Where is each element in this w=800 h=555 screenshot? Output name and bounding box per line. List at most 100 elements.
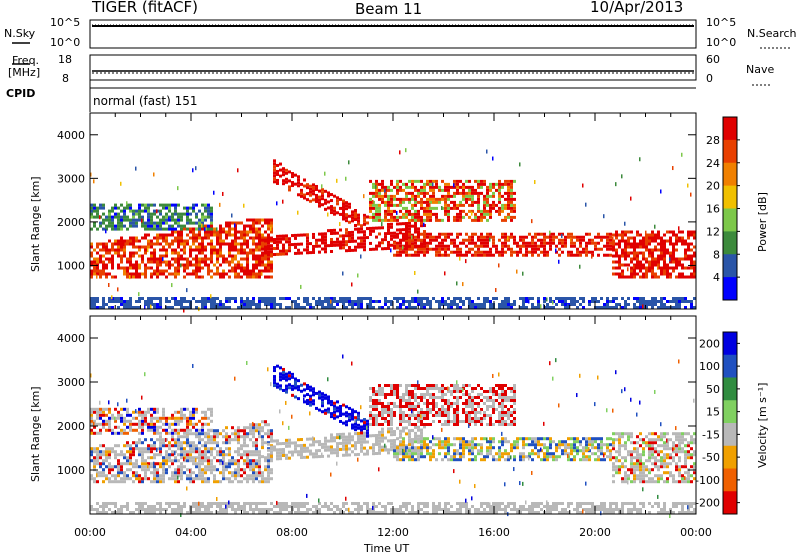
echo-cell	[477, 204, 480, 207]
echo-cell	[237, 435, 240, 438]
echo-cell	[147, 505, 150, 508]
echo-cell	[609, 239, 612, 242]
echo-cell	[651, 231, 654, 234]
echo-cell	[345, 436, 348, 439]
echo-cell	[324, 300, 327, 303]
echo-cell	[183, 240, 186, 243]
echo-cell	[108, 249, 111, 252]
echo-cell	[363, 233, 366, 236]
echo-cell	[606, 297, 609, 300]
echo-cell	[363, 230, 366, 233]
echo-cell	[132, 429, 135, 432]
echo-cell	[381, 238, 384, 241]
echo-cell	[222, 228, 225, 231]
echo-cell	[129, 207, 132, 210]
echo-cell	[102, 207, 105, 210]
echo-cell	[174, 474, 177, 477]
echo-cell	[546, 236, 549, 239]
echo-cell	[198, 258, 201, 261]
echo-cell	[192, 364, 194, 368]
echo-cell	[228, 435, 231, 438]
echo-cell	[372, 390, 375, 393]
echo-cell	[438, 303, 441, 306]
echo-cell	[369, 216, 372, 219]
echo-cell	[318, 443, 321, 446]
echo-cell	[261, 471, 264, 474]
echo-cell	[411, 423, 414, 426]
echo-cell	[177, 219, 180, 222]
echo-cell	[366, 297, 369, 300]
echo-cell	[402, 440, 405, 443]
echo-cell	[318, 394, 321, 397]
echo-cell	[243, 204, 245, 208]
echo-cell	[198, 270, 201, 273]
echo-cell	[411, 405, 414, 408]
echo-cell	[186, 300, 189, 303]
echo-cell	[291, 373, 294, 376]
echo-cell	[111, 276, 114, 279]
echo-cell	[210, 411, 213, 414]
echo-cell	[468, 204, 471, 207]
echo-cell	[624, 255, 627, 258]
echo-cell	[282, 502, 285, 505]
echo-cell	[399, 150, 401, 154]
echo-cell	[465, 213, 468, 216]
echo-cell	[375, 390, 378, 393]
echo-cell	[120, 182, 122, 186]
echo-cell	[192, 237, 195, 240]
echo-cell	[201, 450, 204, 453]
echo-cell	[96, 258, 99, 261]
echo-cell	[381, 226, 384, 229]
echo-cell	[654, 273, 657, 276]
echo-cell	[276, 173, 279, 176]
echo-cell	[288, 371, 291, 374]
echo-cell	[558, 242, 561, 245]
echo-cell	[255, 249, 258, 252]
echo-cell	[279, 238, 282, 241]
echo-cell	[141, 210, 144, 213]
echo-cell	[183, 300, 186, 303]
echo-cell	[375, 219, 378, 222]
echo-cell	[525, 300, 528, 303]
echo-cell	[327, 244, 330, 247]
echo-cell	[114, 249, 117, 252]
echo-cell	[522, 303, 525, 306]
echo-cell	[198, 435, 201, 438]
echo-cell	[657, 261, 660, 264]
echo-cell	[150, 225, 153, 228]
echo-cell	[195, 237, 198, 240]
echo-cell	[408, 502, 411, 505]
colorbar-segment	[723, 209, 737, 232]
echo-cell	[513, 180, 516, 183]
echo-cell	[381, 411, 384, 414]
echo-cell	[585, 203, 587, 207]
echo-cell	[138, 441, 141, 444]
echo-cell	[213, 465, 216, 468]
echo-cell	[684, 249, 687, 252]
echo-cell	[234, 450, 237, 453]
echo-cell	[555, 297, 558, 300]
echo-cell	[339, 435, 341, 439]
echo-cell	[378, 210, 381, 213]
echo-cell	[510, 192, 513, 195]
echo-cell	[138, 297, 141, 300]
echo-cell	[123, 210, 126, 213]
echo-cell	[117, 267, 120, 270]
echo-cell	[177, 420, 180, 423]
echo-cell	[165, 462, 168, 465]
echo-cell	[636, 300, 639, 303]
echo-cell	[357, 300, 360, 303]
echo-cell	[108, 210, 111, 213]
echo-cell	[153, 477, 156, 480]
echo-cell	[201, 297, 204, 300]
echo-cell	[636, 267, 639, 270]
echo-cell	[246, 219, 249, 222]
echo-cell	[402, 216, 405, 219]
echo-cell	[123, 207, 126, 210]
echo-cell	[273, 159, 276, 162]
echo-cell	[237, 252, 240, 255]
echo-cell	[438, 201, 441, 204]
echo-cell	[243, 300, 246, 303]
echo-cell	[642, 240, 645, 243]
echo-cell	[648, 252, 651, 255]
